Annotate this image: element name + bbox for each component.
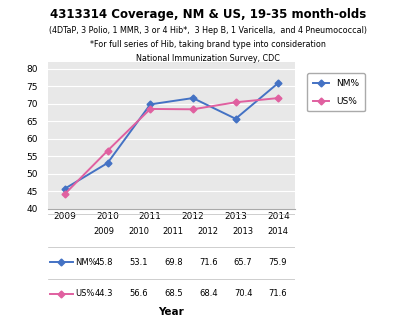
Text: 69.8: 69.8 <box>164 258 183 267</box>
Text: 45.8: 45.8 <box>94 258 113 267</box>
NM% <box>105 161 110 165</box>
US% <box>148 107 153 111</box>
Line: US%: US% <box>62 96 281 196</box>
NM% <box>62 187 67 191</box>
Text: NM%: NM% <box>75 258 97 267</box>
Text: US%: US% <box>75 289 94 298</box>
US% <box>191 107 196 111</box>
Text: 53.1: 53.1 <box>129 258 148 267</box>
Text: 71.6: 71.6 <box>199 258 218 267</box>
Text: 2014: 2014 <box>267 227 288 236</box>
Text: *For full series of Hib, taking brand type into consideration: *For full series of Hib, taking brand ty… <box>90 40 326 49</box>
Text: National Immunization Survey, CDC: National Immunization Survey, CDC <box>136 54 280 63</box>
Text: (4DTaP, 3 Polio, 1 MMR, 3 or 4 Hib*,  3 Hep B, 1 Varicella,  and 4 Pneumococcal): (4DTaP, 3 Polio, 1 MMR, 3 or 4 Hib*, 3 H… <box>49 26 367 35</box>
Line: NM%: NM% <box>62 81 281 191</box>
NM% <box>191 96 196 100</box>
US% <box>233 100 238 104</box>
US% <box>276 96 281 100</box>
Text: 2010: 2010 <box>128 227 149 236</box>
Text: 75.9: 75.9 <box>269 258 287 267</box>
Text: 4313314 Coverage, NM & US, 19-35 month-olds: 4313314 Coverage, NM & US, 19-35 month-o… <box>50 8 366 21</box>
Text: 44.3: 44.3 <box>94 289 113 298</box>
Text: Year: Year <box>158 307 183 317</box>
Text: 2011: 2011 <box>163 227 184 236</box>
Legend: NM%, US%: NM%, US% <box>307 74 365 111</box>
Text: 2009: 2009 <box>93 227 114 236</box>
NM% <box>148 102 153 106</box>
NM% <box>276 81 281 85</box>
Text: 71.6: 71.6 <box>269 289 287 298</box>
Text: 56.6: 56.6 <box>129 289 148 298</box>
US% <box>105 149 110 153</box>
NM% <box>233 117 238 121</box>
Text: 68.5: 68.5 <box>164 289 183 298</box>
US% <box>62 192 67 196</box>
Text: 70.4: 70.4 <box>234 289 253 298</box>
Text: 2012: 2012 <box>198 227 219 236</box>
Text: 68.4: 68.4 <box>199 289 218 298</box>
Text: 65.7: 65.7 <box>234 258 253 267</box>
Text: 2013: 2013 <box>233 227 254 236</box>
